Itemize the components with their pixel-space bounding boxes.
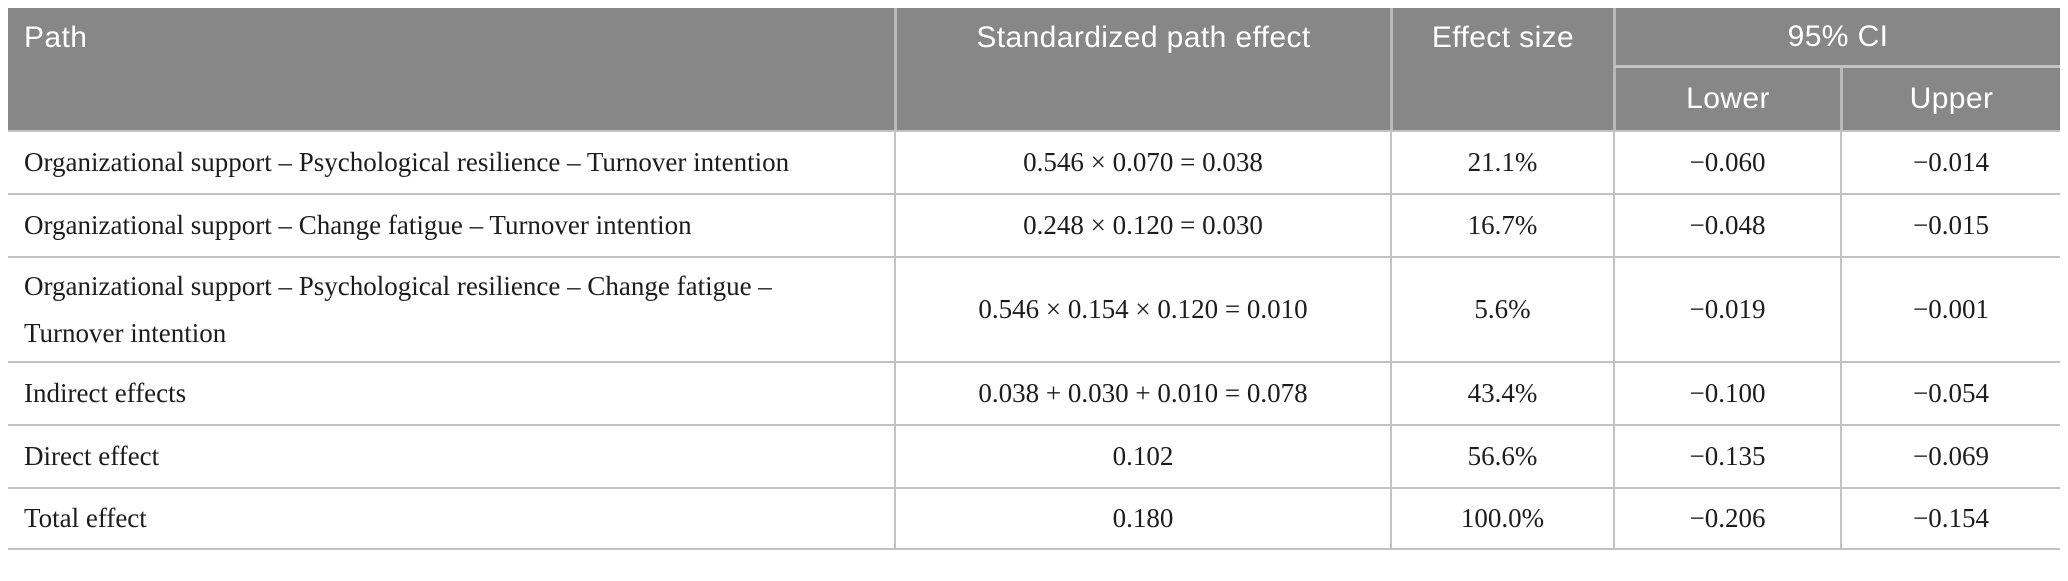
column-header-ci-upper: Upper [1840, 68, 2060, 130]
header-row-main: Path Standardized path effect Effect siz… [8, 8, 2060, 130]
cell-standardized-effect: 0.038 + 0.030 + 0.010 = 0.078 [894, 361, 1390, 424]
cell-ci-lower: −0.048 [1613, 193, 1840, 256]
table-row: Total effect 0.180 100.0% −0.206 −0.154 [8, 487, 2060, 550]
cell-ci-lower: −0.060 [1613, 130, 1840, 193]
cell-effect-size: 43.4% [1390, 361, 1613, 424]
cell-standardized-effect: 0.180 [894, 487, 1390, 550]
cell-ci-lower: −0.019 [1613, 256, 1840, 361]
cell-standardized-effect: 0.546 × 0.070 = 0.038 [894, 130, 1390, 193]
cell-path: Direct effect [8, 424, 894, 487]
cell-ci-lower: −0.206 [1613, 487, 1840, 550]
cell-ci-upper: −0.069 [1840, 424, 2060, 487]
cell-path: Organizational support – Psychological r… [8, 130, 894, 193]
cell-ci-upper: −0.015 [1840, 193, 2060, 256]
column-header-standardized-path-effect: Standardized path effect [894, 8, 1390, 130]
cell-standardized-effect: 0.102 [894, 424, 1390, 487]
cell-ci-lower: −0.135 [1613, 424, 1840, 487]
cell-effect-size: 56.6% [1390, 424, 1613, 487]
cell-effect-size: 100.0% [1390, 487, 1613, 550]
cell-ci-upper: −0.054 [1840, 361, 2060, 424]
table-row: Indirect effects 0.038 + 0.030 + 0.010 =… [8, 361, 2060, 424]
column-header-effect-size: Effect size [1390, 8, 1613, 130]
cell-effect-size: 16.7% [1390, 193, 1613, 256]
cell-path: Organizational support – Psychological r… [8, 256, 894, 361]
table-row: Organizational support – Change fatigue … [8, 193, 2060, 256]
table-body: Organizational support – Psychological r… [8, 130, 2060, 550]
cell-path: Indirect effects [8, 361, 894, 424]
cell-path: Total effect [8, 487, 894, 550]
path-effects-table: Path Standardized path effect Effect siz… [8, 8, 2060, 550]
table-row: Organizational support – Psychological r… [8, 130, 2060, 193]
table-header: Path Standardized path effect Effect siz… [8, 8, 2060, 130]
column-header-ci-lower: Lower [1613, 68, 1840, 130]
table-row: Direct effect 0.102 56.6% −0.135 −0.069 [8, 424, 2060, 487]
table-row: Organizational support – Psychological r… [8, 256, 2060, 361]
cell-ci-upper: −0.154 [1840, 487, 2060, 550]
cell-ci-upper: −0.001 [1840, 256, 2060, 361]
column-header-path: Path [8, 8, 894, 130]
cell-path: Organizational support – Change fatigue … [8, 193, 894, 256]
cell-effect-size: 5.6% [1390, 256, 1613, 361]
effects-table-container: Path Standardized path effect Effect siz… [8, 8, 2060, 550]
cell-standardized-effect: 0.546 × 0.154 × 0.120 = 0.010 [894, 256, 1390, 361]
cell-ci-upper: −0.014 [1840, 130, 2060, 193]
cell-effect-size: 21.1% [1390, 130, 1613, 193]
cell-ci-lower: −0.100 [1613, 361, 1840, 424]
header-row-sub: Lower Upper [8, 68, 2060, 130]
column-header-95-ci: 95% CI [1613, 8, 2060, 68]
cell-standardized-effect: 0.248 × 0.120 = 0.030 [894, 193, 1390, 256]
